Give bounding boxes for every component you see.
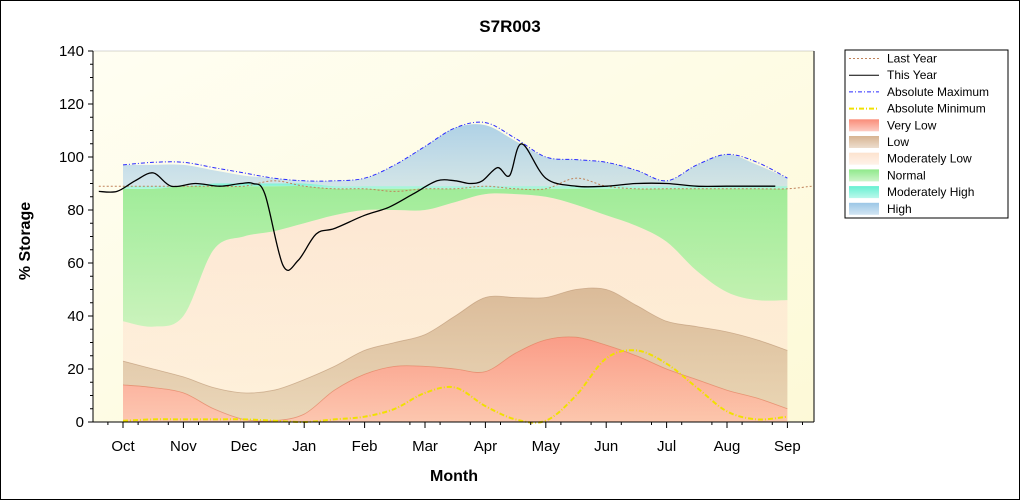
x-tick-label: Nov <box>170 438 197 455</box>
x-tick-label: Jul <box>657 438 676 455</box>
legend-swatch <box>849 186 879 199</box>
series-line-abs-min <box>122 349 788 424</box>
band-edge-low-top <box>122 287 788 394</box>
y-tick-label: 80 <box>67 202 84 219</box>
x-tick-label: Apr <box>474 438 497 455</box>
y-tick-label: 140 <box>59 43 84 60</box>
y-tick-label: 120 <box>59 96 84 113</box>
series-lines <box>98 121 812 424</box>
y-tick-label: 60 <box>67 255 84 272</box>
x-tick-label: Oct <box>111 438 135 455</box>
y-tick-label: 0 <box>76 414 84 431</box>
legend-label: This Year <box>887 68 937 82</box>
band-moderately-high <box>123 183 788 189</box>
legend-item-moderately-high: Moderately High <box>849 185 974 199</box>
band-edge-very-low-top <box>122 336 788 422</box>
band-high <box>123 124 788 187</box>
x-tick-label: Jan <box>292 438 316 455</box>
legend-swatch <box>849 152 879 165</box>
axes: 0 20 40 60 80 100 120 140 Oct Nov Dec Jan Feb Mar Apr M… <box>59 43 815 455</box>
legend-swatch <box>849 202 879 215</box>
legend: Last Year This Year Absolute Maximum Absolu… <box>844 49 1009 219</box>
legend-label: Last Year <box>887 52 937 66</box>
legend-item-high: High <box>849 202 912 216</box>
legend-label: Moderately Low <box>887 152 972 166</box>
band-normal <box>123 185 788 327</box>
y-axis-label: % Storage <box>17 202 34 280</box>
legend-item-moderately-low: Moderately Low <box>849 152 972 166</box>
x-tick-label: Aug <box>714 438 741 455</box>
x-tick-label: Jun <box>594 438 618 455</box>
legend-label: Absolute Minimum <box>887 102 986 116</box>
band-moderately-low <box>123 193 788 393</box>
x-tick-label: Feb <box>352 438 378 455</box>
legend-label: Moderately High <box>887 185 974 199</box>
legend-item-low: Low <box>849 135 909 149</box>
y-tick-label: 40 <box>67 308 84 325</box>
legend-item-abs-min: Absolute Minimum <box>849 102 986 116</box>
y-tick-label: 100 <box>59 149 84 166</box>
legend-item-very-low: Very Low <box>849 118 937 132</box>
legend-item-normal: Normal <box>849 168 926 182</box>
legend-label: Normal <box>887 168 926 182</box>
legend-label: Low <box>887 135 909 149</box>
legend-label: Absolute Maximum <box>887 85 989 99</box>
legend-swatch <box>849 136 879 148</box>
chart-title: S7R003 <box>479 17 540 36</box>
legend-label: High <box>887 202 912 216</box>
x-tick-label: Dec <box>230 438 257 455</box>
legend-item-this-year: This Year <box>849 68 937 82</box>
legend-item-last-year: Last Year <box>849 52 937 66</box>
band-areas <box>122 124 788 422</box>
x-tick-label: Sep <box>774 438 801 455</box>
x-axis-label: Month <box>430 468 478 485</box>
series-line-this-year <box>98 143 776 271</box>
y-tick-label: 20 <box>67 361 84 378</box>
legend-swatch <box>849 169 879 182</box>
x-tick-label: May <box>532 438 561 455</box>
legend-item-abs-max: Absolute Maximum <box>849 85 989 99</box>
series-line-last-year <box>98 177 812 192</box>
x-tick-label: Mar <box>412 438 438 455</box>
band-very-low <box>123 336 788 422</box>
legend-swatch <box>849 119 879 132</box>
band-low <box>123 287 788 422</box>
legend-label: Very Low <box>887 118 937 132</box>
